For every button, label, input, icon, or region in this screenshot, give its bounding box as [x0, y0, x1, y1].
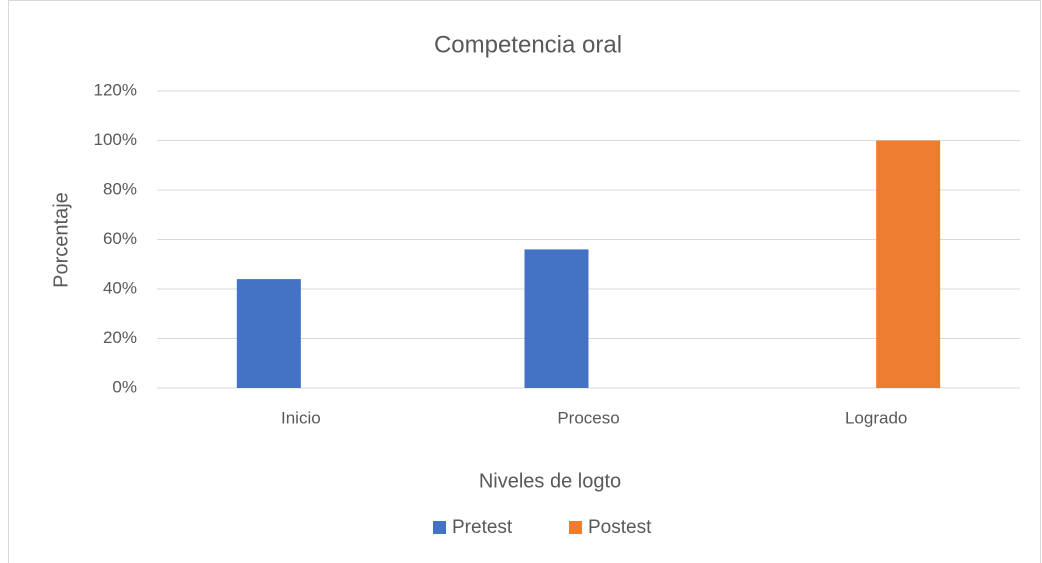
x-axis-label: Niveles de logto	[479, 470, 621, 492]
y-tick-label: 80%	[103, 179, 137, 198]
y-tick-label: 40%	[103, 278, 137, 297]
legend-label: Pretest	[452, 517, 513, 538]
bar	[876, 140, 941, 388]
legend-swatch	[569, 521, 582, 534]
bar	[524, 249, 589, 388]
y-tick-label: 120%	[94, 80, 137, 99]
y-tick-label: 100%	[94, 130, 137, 149]
y-axis-label: Porcentaje	[50, 192, 72, 288]
y-tick-label: 20%	[103, 328, 137, 347]
legend-swatch	[433, 521, 446, 534]
x-tick-label: Logrado	[845, 408, 907, 427]
chart-title: Competencia oral	[434, 31, 622, 58]
x-tick-label: Proceso	[557, 408, 619, 427]
bar	[236, 279, 301, 388]
x-tick-label: Inicio	[281, 408, 321, 427]
legend-label: Postest	[588, 517, 652, 538]
y-tick-label: 60%	[103, 229, 137, 248]
y-tick-label: 0%	[112, 377, 137, 396]
